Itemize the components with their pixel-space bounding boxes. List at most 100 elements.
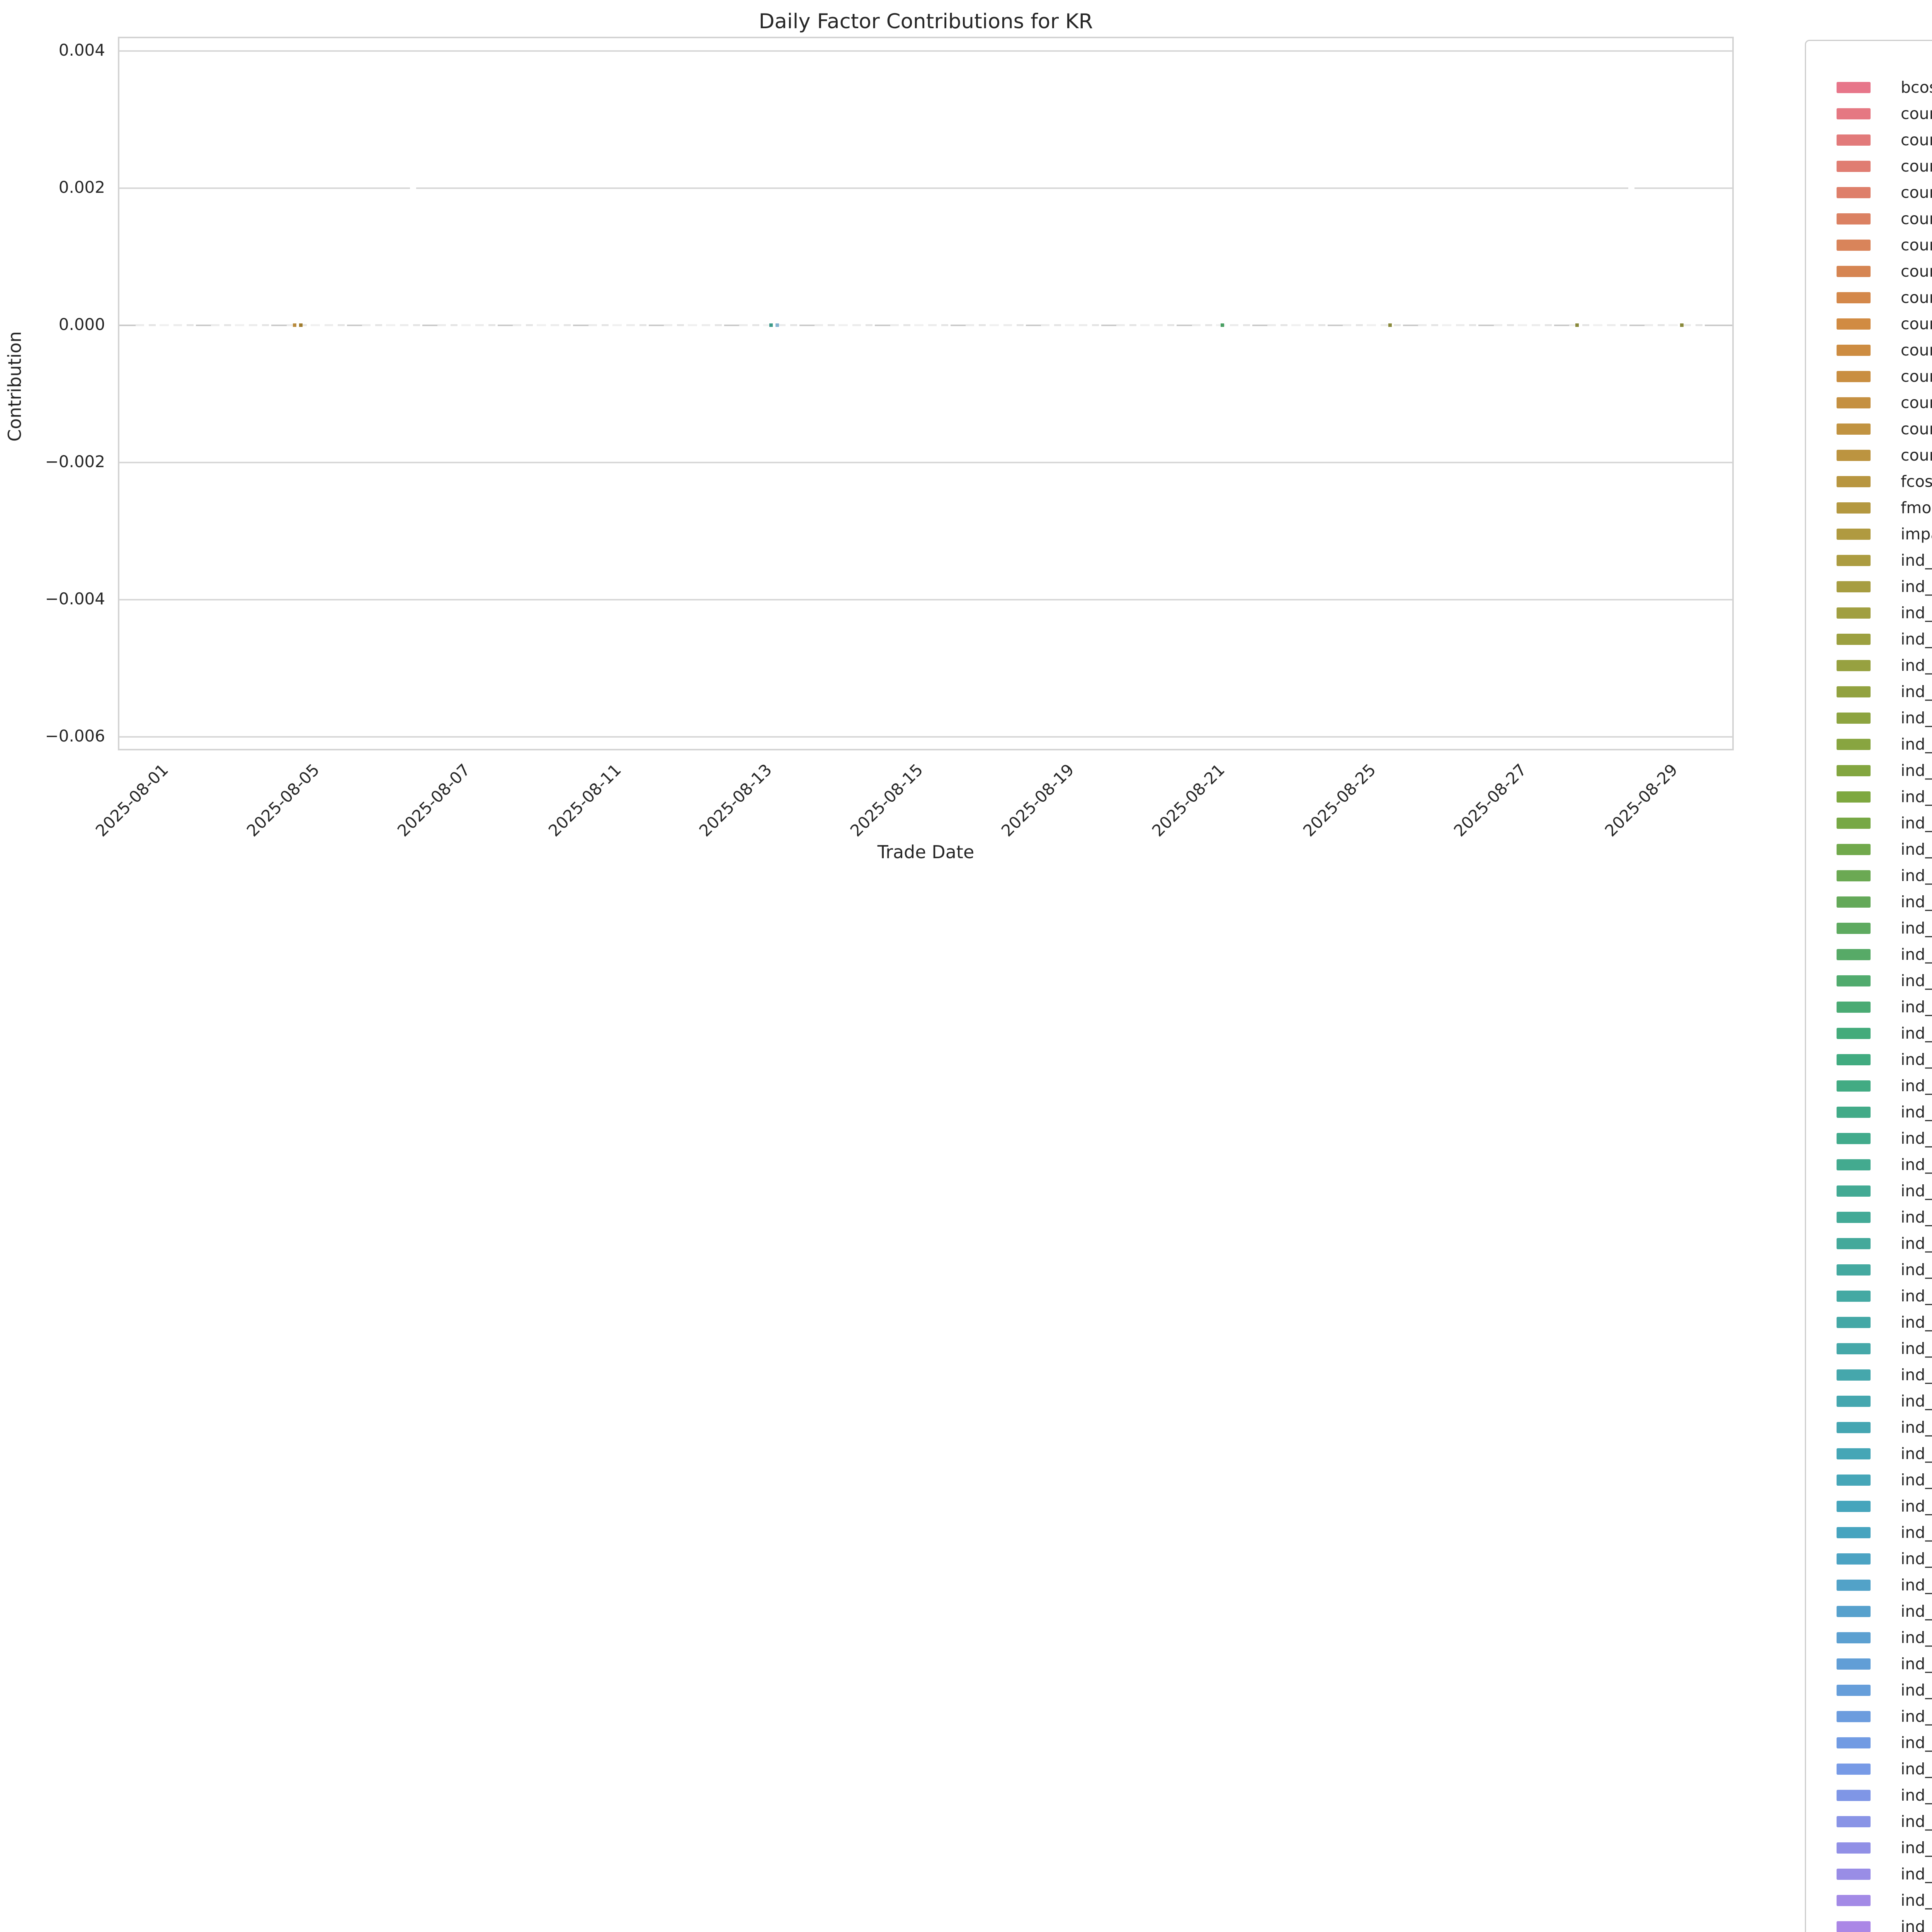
bar-dashes (1645, 324, 1705, 326)
legend-item: ind_investment_services (1806, 1362, 1932, 1388)
legend-item-label: ind_banking_services (1901, 604, 1932, 622)
legend-item: ind_oil_gas_equipment_services (1806, 1598, 1932, 1624)
legend-item-label: country_TH (1901, 393, 1932, 412)
legend-item: country_PH (1806, 337, 1932, 363)
legend-item: ind_homebuilding_building_products (1806, 1178, 1932, 1204)
bar-dashes (437, 324, 498, 326)
gridline-0.004 (119, 50, 1732, 52)
legend-item: ind_transportation_infrastructure (1806, 1887, 1932, 1913)
x-tick-label: 2025-08-25 (1299, 760, 1379, 840)
legend-item-label: country_IN (1901, 209, 1932, 228)
x-tick-label: 2025-08-15 (846, 760, 927, 840)
legend-swatch (1837, 581, 1871, 592)
legend-swatch (1837, 1658, 1871, 1670)
legend-item: country_NZ (1806, 311, 1932, 337)
legend-item-label: ind_transportation_infrastructure (1901, 1891, 1932, 1910)
legend-item: ind_electric_utilities_ipps (1806, 941, 1932, 968)
legend-swatch (1837, 1895, 1871, 1906)
legend-item: ind_computers_phones_household_electroni… (1806, 784, 1932, 810)
legend-item-label: ind_office_equipment (1901, 1549, 1932, 1568)
legend-item-label: ind_electronic_equipment (1901, 971, 1932, 990)
legend-swatch (1837, 686, 1871, 697)
legend-item: ind_leisure_products (1806, 1388, 1932, 1414)
legend-swatch (1837, 344, 1871, 356)
legend-swatch (1837, 1159, 1871, 1170)
legend-item: country_TW (1806, 416, 1932, 442)
legend-swatch (1837, 1448, 1871, 1459)
legend-item-label: ind_coal (1901, 709, 1932, 727)
bar-group-2025-08-04 (211, 323, 272, 328)
legend-swatch (1837, 1763, 1871, 1775)
legend-item: ind_specialty_reatil (1806, 1808, 1932, 1835)
y-tick-label: 0.004 (58, 41, 105, 60)
legend-swatch (1837, 1290, 1871, 1302)
legend-swatch (1837, 791, 1871, 803)
legend-item-label: ind_containers_packaging (1901, 893, 1932, 911)
legend-item: country_ID (1806, 179, 1932, 206)
legend-item: country_SG (1806, 363, 1932, 389)
legend-swatch (1837, 1080, 1871, 1092)
legend-item: ind_construction_engineering (1806, 810, 1932, 836)
legend-item: country_IN (1806, 206, 1932, 232)
legend-item-label: ind_media_publishing (1901, 1444, 1932, 1463)
legend-item: ind_natural_gas_utilities (1806, 1519, 1932, 1546)
y-tick-label: −0.002 (45, 452, 105, 471)
legend-item: ind_aerospace_defense (1806, 547, 1932, 573)
legend-swatch (1837, 1711, 1871, 1722)
legend-swatch (1837, 870, 1871, 881)
legend-item-label: country_JP (1901, 236, 1932, 254)
legend-item: ind_construction_materials (1806, 836, 1932, 862)
legend-item: ind_healthcare_equipment_supplies (1806, 1099, 1932, 1125)
legend-swatch (1837, 1474, 1871, 1486)
legend: Factor bcost country_AU country_CN country_… (1805, 40, 1932, 1932)
bar-speck (1680, 323, 1684, 327)
legend-swatch (1837, 1238, 1871, 1249)
bar-dashes (815, 324, 875, 326)
legend-item-label: ind_construction_materials (1901, 840, 1932, 859)
legend-swatch (1837, 1500, 1871, 1512)
legend-item: ind_hotels_entertainment (1806, 1204, 1932, 1230)
legend-item-label: ind_freight_logistics (1901, 1077, 1932, 1095)
legend-swatch (1837, 1211, 1871, 1223)
legend-item-label: country_KR (1901, 262, 1932, 281)
bar-dashes (1493, 324, 1554, 326)
legend-swatch (1837, 1027, 1871, 1039)
legend-swatch (1837, 1527, 1871, 1538)
x-tick-label: 2025-08-13 (696, 760, 776, 840)
legend-item: country_MY (1806, 284, 1932, 311)
legend-swatch (1837, 82, 1871, 93)
legend-item-label: ind_oil_gas_equipment_services (1901, 1602, 1932, 1621)
legend-item: ind_insurance (1806, 1309, 1932, 1335)
legend-swatch (1837, 1842, 1871, 1854)
legend-swatch (1837, 660, 1871, 671)
legend-item: ind_household_products_services (1806, 1257, 1932, 1283)
bar-group-2025-08-08 (513, 323, 573, 328)
legend-item-label: country_ID (1901, 183, 1932, 202)
gridline-0.002 (119, 187, 1732, 189)
legend-item-label: ind_construction_engineering (1901, 814, 1932, 832)
legend-swatch (1837, 1369, 1871, 1381)
legend-swatch (1837, 896, 1871, 908)
bar-dashes (1418, 324, 1479, 326)
legend-item: country_JP (1806, 232, 1932, 258)
bar-group-2025-08-14 (815, 323, 875, 328)
legend-item-label: bcost (1901, 78, 1932, 97)
legend-swatch (1837, 554, 1871, 566)
legend-item-label: ind_diversified_retail (1901, 919, 1932, 937)
legend-item-label: ind_communications_equipment (1901, 761, 1932, 780)
legend-swatch (1837, 1816, 1871, 1827)
legend-item-label: ind_telecommunications_serices (1901, 1838, 1932, 1857)
legend-item-label: ind_pharmaceuticals (1901, 1681, 1932, 1699)
legend-item: fmom (1806, 495, 1932, 521)
legend-item: ind_electronic_equipment (1806, 968, 1932, 994)
legend-item: ind_metals_mining (1806, 1467, 1932, 1493)
y-axis-label: Contribution (4, 331, 25, 442)
legend-item-label: fmom (1901, 498, 1932, 517)
legend-swatch (1837, 1264, 1871, 1276)
legend-swatch (1837, 292, 1871, 303)
bar-group-2025-08-18 (965, 323, 1026, 328)
bar-dashes (890, 324, 951, 326)
legend-item-label: ind_fintech (1901, 998, 1932, 1016)
legend-swatch (1837, 449, 1871, 461)
legend-swatch (1837, 1001, 1871, 1013)
